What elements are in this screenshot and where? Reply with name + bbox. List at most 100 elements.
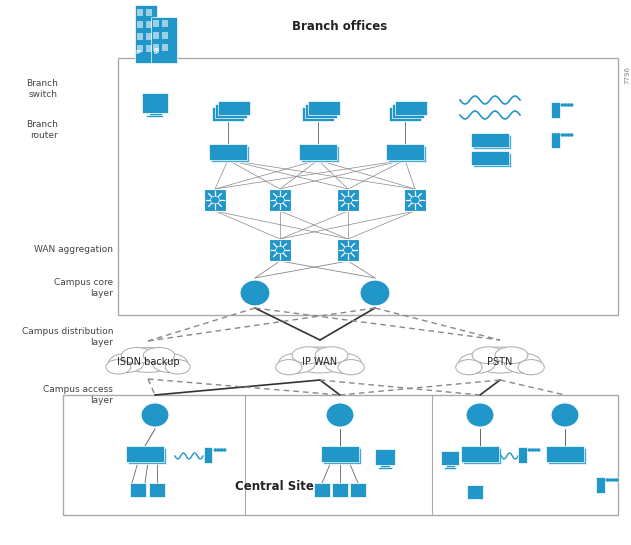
FancyBboxPatch shape bbox=[463, 448, 501, 464]
FancyBboxPatch shape bbox=[596, 477, 604, 493]
FancyBboxPatch shape bbox=[471, 151, 509, 165]
Circle shape bbox=[223, 449, 227, 452]
FancyBboxPatch shape bbox=[146, 21, 152, 28]
Circle shape bbox=[326, 403, 354, 427]
FancyBboxPatch shape bbox=[153, 44, 159, 51]
Text: V: V bbox=[252, 246, 258, 255]
Text: IP: IP bbox=[154, 49, 160, 53]
FancyBboxPatch shape bbox=[392, 104, 424, 118]
FancyBboxPatch shape bbox=[63, 395, 618, 515]
FancyBboxPatch shape bbox=[153, 20, 159, 27]
FancyBboxPatch shape bbox=[153, 32, 159, 39]
Circle shape bbox=[528, 449, 531, 452]
FancyBboxPatch shape bbox=[215, 104, 247, 118]
FancyBboxPatch shape bbox=[548, 448, 586, 464]
FancyBboxPatch shape bbox=[386, 144, 424, 160]
Circle shape bbox=[344, 246, 352, 254]
Circle shape bbox=[360, 280, 390, 306]
FancyBboxPatch shape bbox=[467, 485, 483, 499]
Text: Campus access
layer: Campus access layer bbox=[43, 385, 113, 405]
Text: Branch offices: Branch offices bbox=[292, 20, 387, 33]
Circle shape bbox=[411, 196, 420, 204]
Circle shape bbox=[466, 403, 494, 427]
FancyBboxPatch shape bbox=[321, 446, 359, 462]
Text: IP: IP bbox=[135, 51, 141, 56]
Ellipse shape bbox=[165, 360, 190, 374]
Circle shape bbox=[141, 403, 169, 427]
FancyBboxPatch shape bbox=[204, 189, 226, 211]
FancyBboxPatch shape bbox=[128, 448, 166, 464]
Ellipse shape bbox=[459, 353, 495, 373]
Text: IP: IP bbox=[318, 431, 326, 437]
Text: V: V bbox=[562, 124, 569, 133]
Circle shape bbox=[570, 103, 574, 107]
Circle shape bbox=[213, 449, 218, 452]
Ellipse shape bbox=[143, 348, 175, 364]
FancyBboxPatch shape bbox=[162, 44, 168, 51]
FancyBboxPatch shape bbox=[323, 448, 361, 464]
FancyBboxPatch shape bbox=[269, 189, 291, 211]
Ellipse shape bbox=[152, 354, 187, 373]
Ellipse shape bbox=[122, 348, 153, 364]
FancyBboxPatch shape bbox=[118, 58, 618, 315]
Ellipse shape bbox=[338, 360, 364, 375]
FancyBboxPatch shape bbox=[137, 21, 143, 28]
Circle shape bbox=[276, 196, 285, 204]
Ellipse shape bbox=[495, 347, 528, 364]
FancyBboxPatch shape bbox=[445, 465, 454, 468]
FancyBboxPatch shape bbox=[461, 446, 499, 462]
Circle shape bbox=[563, 103, 567, 107]
Ellipse shape bbox=[276, 360, 302, 375]
Circle shape bbox=[551, 403, 579, 427]
Circle shape bbox=[567, 134, 570, 137]
Circle shape bbox=[606, 479, 610, 482]
Ellipse shape bbox=[109, 354, 144, 373]
FancyBboxPatch shape bbox=[151, 17, 177, 63]
Circle shape bbox=[211, 196, 220, 204]
FancyBboxPatch shape bbox=[142, 93, 168, 113]
FancyBboxPatch shape bbox=[389, 107, 421, 121]
Text: V: V bbox=[477, 124, 483, 133]
FancyBboxPatch shape bbox=[314, 483, 330, 497]
Circle shape bbox=[536, 449, 541, 452]
Text: IP: IP bbox=[472, 49, 478, 53]
Text: IP: IP bbox=[319, 51, 325, 56]
Text: V: V bbox=[372, 246, 378, 255]
Text: 7796: 7796 bbox=[624, 66, 630, 84]
Text: Campus distribution
layer: Campus distribution layer bbox=[21, 328, 113, 347]
FancyBboxPatch shape bbox=[126, 446, 164, 462]
FancyBboxPatch shape bbox=[130, 483, 146, 497]
Text: ISDN backup: ISDN backup bbox=[117, 357, 179, 367]
Circle shape bbox=[276, 246, 285, 254]
Circle shape bbox=[531, 449, 534, 452]
FancyBboxPatch shape bbox=[149, 483, 165, 497]
Circle shape bbox=[615, 479, 618, 482]
Ellipse shape bbox=[292, 347, 325, 364]
Text: IP: IP bbox=[154, 51, 160, 56]
Ellipse shape bbox=[505, 353, 541, 373]
Text: Branch
router: Branch router bbox=[26, 120, 58, 140]
Ellipse shape bbox=[472, 347, 505, 364]
Circle shape bbox=[344, 196, 352, 204]
FancyBboxPatch shape bbox=[350, 483, 366, 497]
FancyBboxPatch shape bbox=[137, 9, 143, 16]
FancyBboxPatch shape bbox=[162, 20, 168, 27]
FancyBboxPatch shape bbox=[269, 239, 291, 261]
Text: V: V bbox=[151, 124, 158, 133]
FancyBboxPatch shape bbox=[550, 132, 560, 148]
FancyBboxPatch shape bbox=[146, 33, 152, 40]
FancyBboxPatch shape bbox=[162, 32, 168, 39]
Circle shape bbox=[344, 246, 352, 254]
FancyBboxPatch shape bbox=[209, 144, 247, 160]
Ellipse shape bbox=[518, 360, 545, 375]
Circle shape bbox=[276, 246, 285, 254]
Text: IP: IP bbox=[228, 431, 236, 437]
Circle shape bbox=[216, 449, 220, 452]
FancyBboxPatch shape bbox=[211, 146, 249, 162]
Text: Central Site: Central Site bbox=[235, 480, 314, 493]
FancyBboxPatch shape bbox=[148, 113, 162, 116]
FancyBboxPatch shape bbox=[379, 467, 391, 469]
Circle shape bbox=[276, 196, 285, 204]
FancyBboxPatch shape bbox=[395, 101, 427, 115]
FancyBboxPatch shape bbox=[299, 144, 337, 160]
